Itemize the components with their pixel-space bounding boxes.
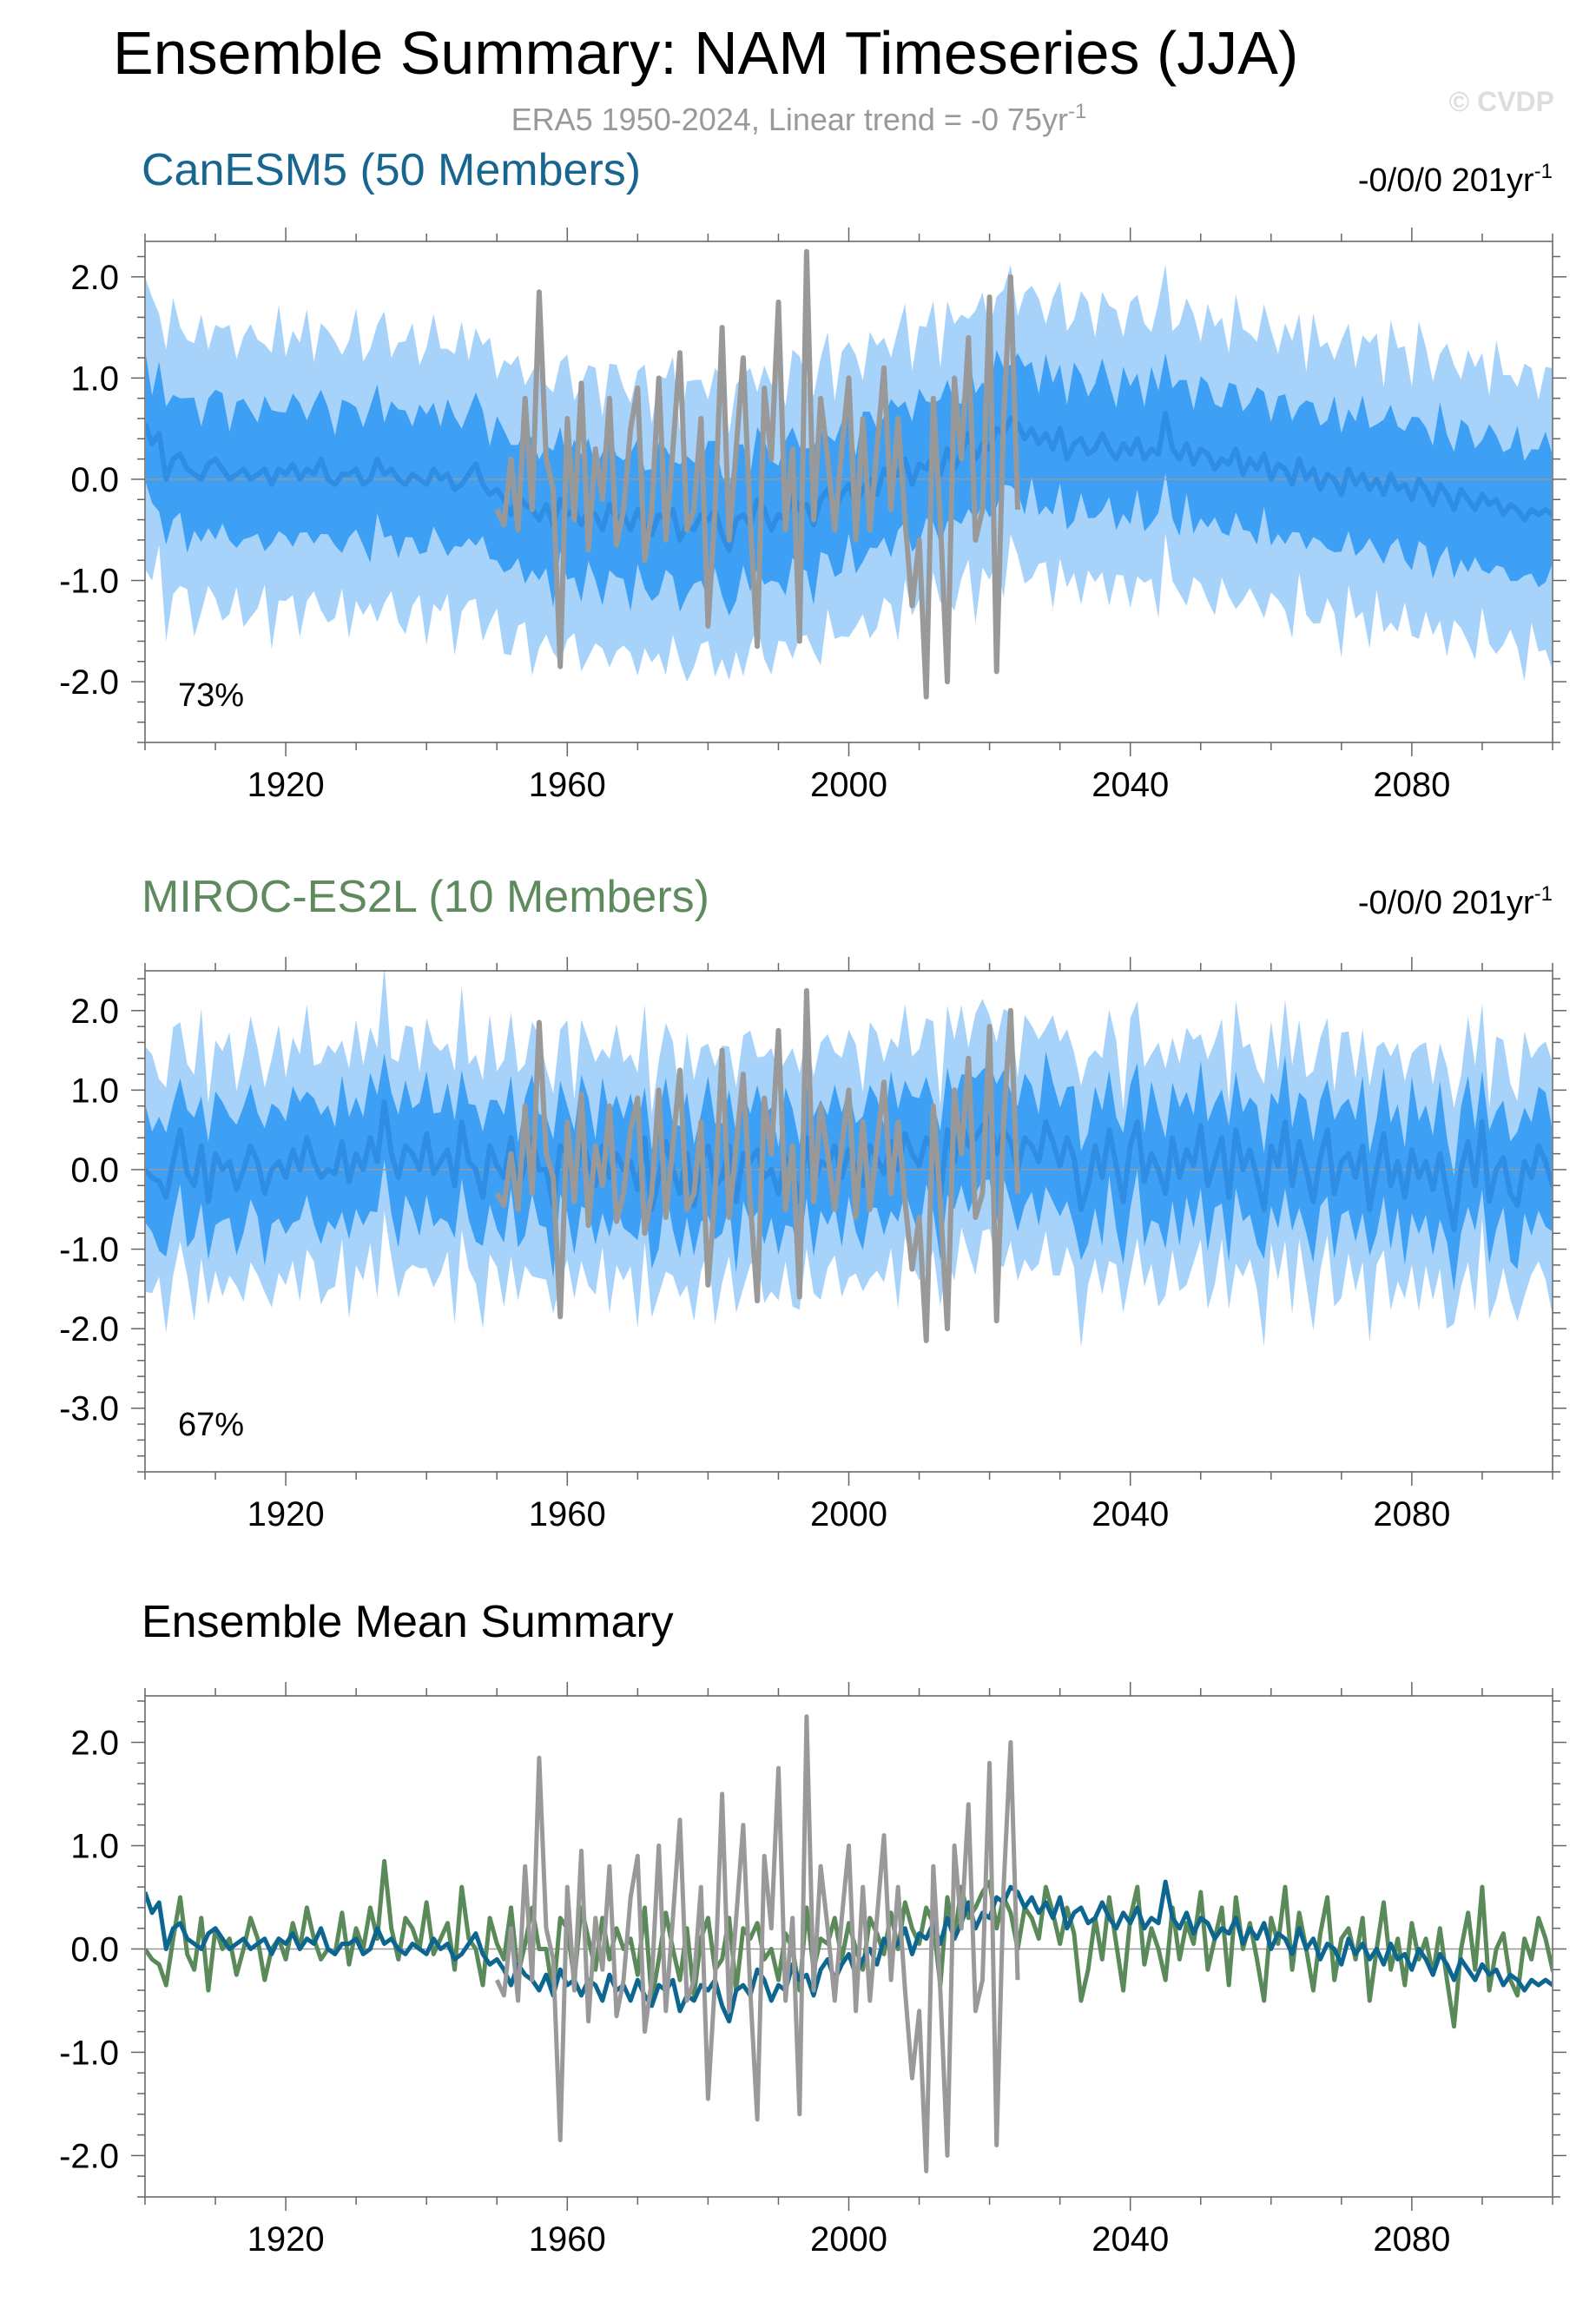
summary-ytick-label: -2.0 bbox=[59, 2137, 119, 2175]
miroc-xtick-label: 1960 bbox=[529, 1495, 606, 1533]
canesm5-xtick-label: 2040 bbox=[1091, 766, 1169, 804]
canesm5-xtick-label: 2000 bbox=[810, 766, 887, 804]
figure-subtitle: ERA5 1950-2024, Linear trend = -0 75yr-1 bbox=[511, 100, 1087, 137]
summary-panel-title: Ensemble Mean Summary bbox=[142, 1597, 674, 1647]
miroc-ytick-label: -2.0 bbox=[59, 1310, 119, 1349]
miroc-ytick-label: -1.0 bbox=[59, 1231, 119, 1270]
summary-ytick-label: 1.0 bbox=[70, 1828, 119, 1866]
miroc-plot-area bbox=[145, 971, 1553, 1348]
summary-xtick-label: 2040 bbox=[1091, 2220, 1169, 2259]
summary-xtick-label: 2080 bbox=[1373, 2220, 1450, 2259]
miroc-xtick-label: 2000 bbox=[810, 1495, 887, 1533]
miroc-panel: 1920 1960 2000 2040 2080 2.0 1.0 0.0 -1.0 -2.0 -3.… bbox=[59, 957, 1566, 1533]
canesm5-xtick-label: 1920 bbox=[247, 766, 325, 804]
canesm5-xtick-label: 2080 bbox=[1373, 766, 1450, 804]
miroc-xtick-label: 2040 bbox=[1091, 1495, 1169, 1533]
miroc-ytick-label: 2.0 bbox=[70, 993, 119, 1031]
miroc-panel-title: MIROC-ES2L (10 Members) bbox=[142, 872, 709, 922]
miroc-xtick-label: 2080 bbox=[1373, 1495, 1450, 1533]
summary-xtick-label: 1960 bbox=[529, 2220, 606, 2259]
canesm5-ytick-label: -2.0 bbox=[59, 663, 119, 702]
miroc-ytick-label: 0.0 bbox=[70, 1151, 119, 1190]
canesm5-panel: 1920 1960 2000 2040 2080 2.0 1.0 0.0 -1.0 -2.0 73% bbox=[59, 228, 1566, 804]
canesm5-ytick-label: -1.0 bbox=[59, 562, 119, 600]
figure-title: Ensemble Summary: NAM Timeseries (JJA) bbox=[113, 19, 1298, 87]
summary-xtick-label: 2000 bbox=[810, 2220, 887, 2259]
canesm5-xtick-label: 1960 bbox=[529, 766, 606, 804]
canesm5-plot-area bbox=[145, 248, 1553, 700]
miroc-percent-label: 67% bbox=[178, 1407, 244, 1443]
canesm5-ytick-label: 0.0 bbox=[70, 461, 119, 499]
miroc-ytick-label: -3.0 bbox=[59, 1390, 119, 1428]
canesm5-trend-label: -0/0/0 201yr-1 bbox=[1358, 160, 1553, 199]
summary-plot-area bbox=[145, 1714, 1553, 2173]
summary-panel: 1920 1960 2000 2040 2080 2.0 1.0 0.0 -1.0 -2.0 bbox=[59, 1682, 1566, 2259]
summary-ytick-label: 2.0 bbox=[70, 1725, 119, 1763]
summary-ytick-label: -1.0 bbox=[59, 2034, 119, 2072]
miroc-trend-label: -0/0/0 201yr-1 bbox=[1358, 882, 1553, 921]
miroc-era5-obs-line bbox=[494, 987, 1020, 1343]
canesm5-panel-title: CanESM5 (50 Members) bbox=[142, 145, 641, 195]
watermark: © CVDP bbox=[1449, 86, 1554, 117]
summary-ytick-label: 0.0 bbox=[70, 1930, 119, 1969]
miroc-inner-spread-band bbox=[145, 1051, 1553, 1291]
miroc-ytick-label: 1.0 bbox=[70, 1072, 119, 1110]
canesm5-percent-label: 73% bbox=[178, 677, 244, 714]
canesm5-ytick-label: 2.0 bbox=[70, 259, 119, 297]
summary-xtick-label: 1920 bbox=[247, 2220, 325, 2259]
summary-era5-obs-line bbox=[495, 1714, 1020, 2173]
canesm5-era5-obs-line bbox=[494, 248, 1020, 700]
miroc-xtick-label: 1920 bbox=[247, 1495, 325, 1533]
canesm5-ytick-label: 1.0 bbox=[70, 359, 119, 398]
